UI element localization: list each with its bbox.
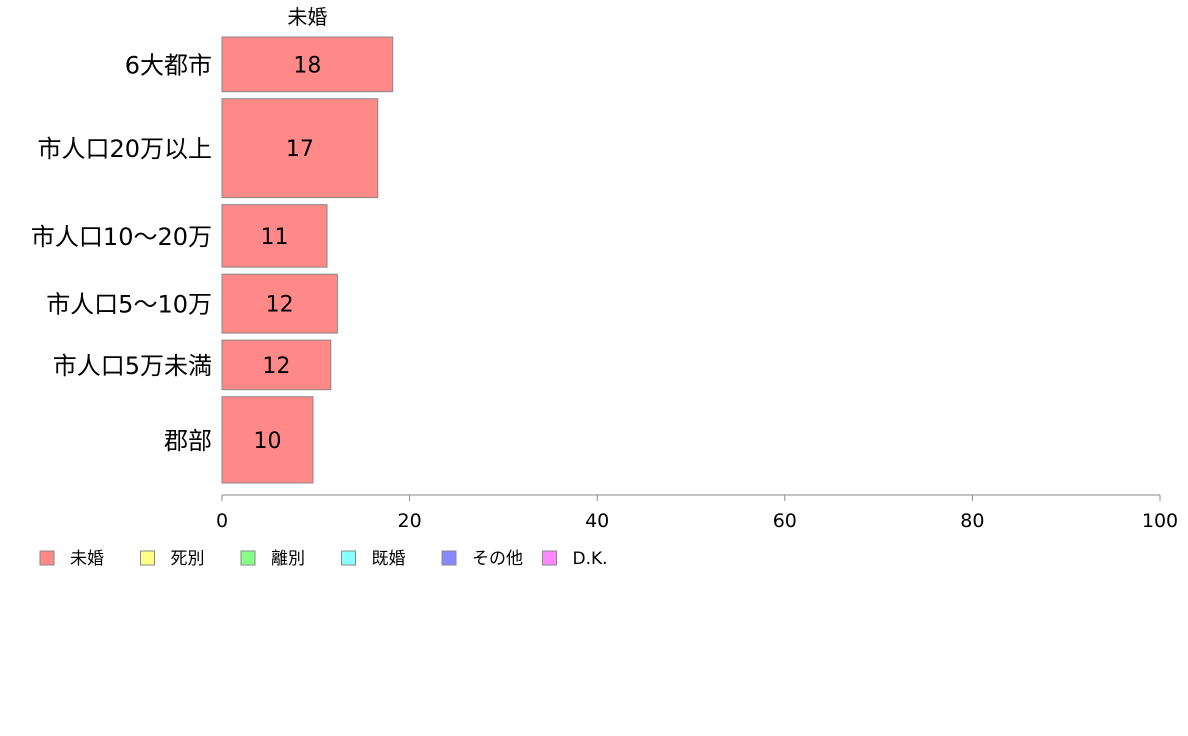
x-tick-label-2: 40 [585, 510, 609, 532]
legend-label-4: その他 [472, 549, 523, 569]
category-label-0: 6大都市 [125, 51, 212, 79]
legend-swatch-3 [341, 550, 356, 566]
legend-label-2: 離別 [271, 549, 305, 569]
x-tick-label-0: 0 [216, 510, 228, 532]
legend-swatch-0 [39, 550, 55, 566]
legend-label-0: 未婚 [70, 549, 104, 569]
bar-0-1 [221, 98, 379, 199]
column-title: 未婚 [287, 5, 327, 29]
x-tick-label-4: 80 [960, 510, 984, 532]
bar-0-3 [221, 273, 338, 334]
category-label-4: 市人口5万未満 [53, 352, 212, 380]
category-label-3: 市人口5～10万 [46, 291, 212, 319]
bar-value-label-0-4: 12 [262, 354, 290, 379]
bar-value-label-0-5: 10 [253, 429, 281, 454]
legend-label-1: 死別 [171, 549, 205, 569]
legend-swatch-5 [542, 550, 557, 566]
x-tick-label-1: 20 [398, 510, 422, 532]
bar-value-label-0-0: 18 [293, 53, 321, 78]
bar-value-label-0-2: 11 [261, 225, 289, 250]
category-label-5: 郡部 [164, 427, 212, 455]
bar-0-4 [221, 339, 332, 391]
bar-0-5 [221, 396, 314, 484]
x-tick-label-5: 100 [1142, 510, 1178, 532]
x-tick-label-3: 60 [773, 510, 797, 532]
legend-swatch-1 [140, 550, 155, 566]
bar-value-label-0-3: 12 [266, 293, 294, 318]
bar-value-label-0-1: 17 [286, 137, 314, 162]
legend-label-3: 既婚 [372, 549, 406, 569]
legend-swatch-4 [441, 550, 457, 566]
legend-swatch-2 [240, 550, 256, 566]
bar-0-2 [221, 204, 328, 268]
category-label-2: 市人口10～20万 [31, 223, 212, 251]
bar-0-0 [221, 36, 394, 93]
legend-label-5: D.K. [573, 549, 608, 569]
category-label-1: 市人口20万以上 [37, 135, 212, 163]
